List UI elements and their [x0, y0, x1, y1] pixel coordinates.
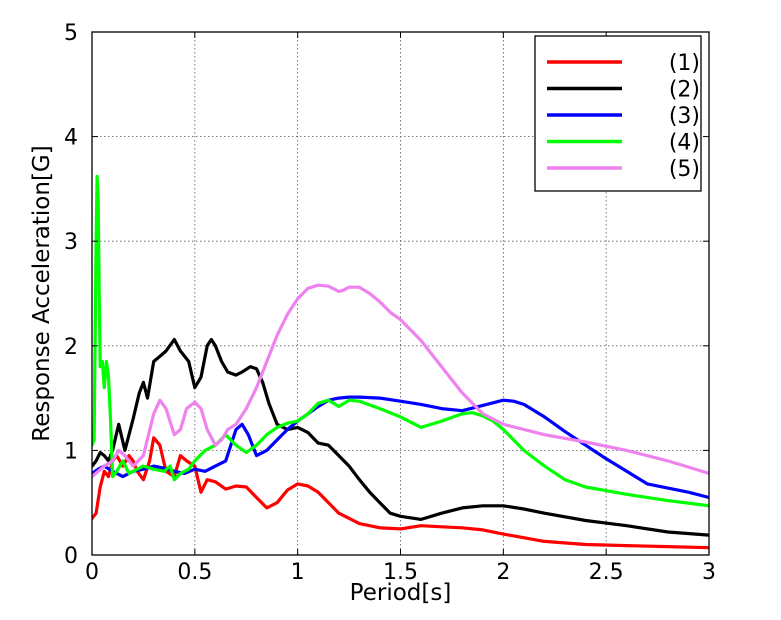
y-tick-label: 5: [64, 21, 78, 46]
y-axis-label: Response Acceleration[G]: [29, 145, 55, 441]
series-line-2: [92, 337, 709, 537]
y-tick-label: 3: [64, 230, 78, 255]
axis-ticks: 0 0.5 1 1.5 2 2.5 3 0 1 2 3 4 5: [64, 21, 716, 585]
x-tick-label: 0: [85, 560, 99, 585]
series-line-4: [92, 174, 709, 508]
legend-label-4: (4): [669, 131, 700, 156]
x-axis-label: Period[s]: [350, 580, 452, 606]
x-tick-label: 0.5: [177, 560, 212, 585]
legend-label-1: (1): [669, 51, 700, 76]
x-tick-label: 3: [702, 560, 716, 585]
legend-label-3: (3): [669, 104, 700, 129]
x-tick-label: 1: [291, 560, 305, 585]
grid: [92, 32, 709, 555]
legend-label-2: (2): [669, 78, 700, 103]
y-tick-label: 0: [64, 544, 78, 569]
series-line-5: [92, 283, 709, 479]
legend: (1)(2)(3)(4)(5): [534, 35, 702, 192]
x-tick-label: 2.5: [589, 560, 624, 585]
series-lines: [92, 174, 709, 550]
x-tick-label: 2: [496, 560, 510, 585]
y-tick-label: 2: [64, 335, 78, 360]
x-tick-label: 1.5: [383, 560, 418, 585]
legend-label-5: (5): [669, 157, 700, 182]
y-tick-label: 4: [64, 126, 78, 151]
y-tick-label: 1: [64, 439, 78, 464]
